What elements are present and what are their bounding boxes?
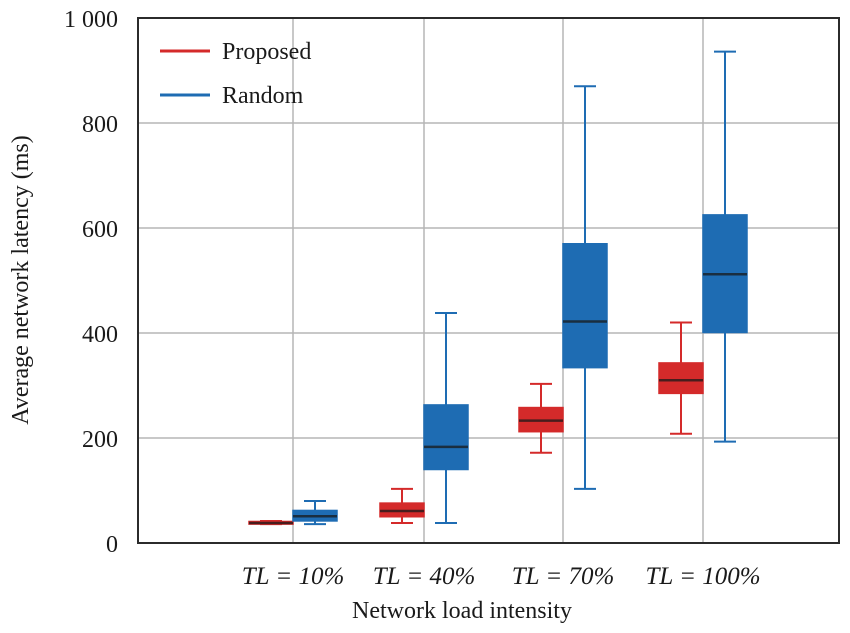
y-tick-label: 200 bbox=[82, 427, 118, 453]
y-tick-label: 0 bbox=[106, 532, 118, 558]
x-axis-label: Network load intensity bbox=[352, 598, 572, 624]
y-axis-label: Average network latency (ms) bbox=[8, 135, 34, 424]
y-tick-label: 400 bbox=[82, 322, 118, 348]
legend-label-random: Random bbox=[222, 83, 304, 109]
iqr-box bbox=[423, 404, 469, 471]
legend-label-proposed: Proposed bbox=[222, 39, 311, 65]
box-proposed-1 bbox=[248, 519, 294, 526]
box-proposed-2 bbox=[379, 487, 425, 525]
x-tick-label: TL = 70% bbox=[512, 563, 615, 590]
y-tick-layer: 0 200 400 600 800 1 000 bbox=[64, 7, 118, 558]
box-random-2 bbox=[423, 312, 469, 525]
grid-layer bbox=[138, 18, 839, 543]
box-random-1 bbox=[292, 500, 338, 526]
box-proposed-4 bbox=[658, 321, 704, 435]
x-tick-label: TL = 40% bbox=[373, 563, 476, 590]
iqr-box bbox=[562, 243, 608, 369]
y-tick-label: 1 000 bbox=[64, 7, 118, 33]
box-random-4 bbox=[702, 50, 748, 443]
box-proposed-3 bbox=[518, 382, 564, 454]
x-tick-label: TL = 100% bbox=[645, 563, 760, 590]
y-tick-label: 800 bbox=[82, 112, 118, 138]
y-tick-label: 600 bbox=[82, 217, 118, 243]
legend: Proposed Random bbox=[160, 39, 311, 109]
plot-frame bbox=[137, 17, 840, 544]
box-random-3 bbox=[562, 85, 608, 490]
iqr-box bbox=[658, 362, 704, 395]
x-tick-label: TL = 10% bbox=[242, 563, 345, 590]
box-layer bbox=[248, 50, 748, 526]
x-tick-layer: TL = 10% TL = 40% TL = 70% TL = 100% bbox=[242, 563, 761, 590]
